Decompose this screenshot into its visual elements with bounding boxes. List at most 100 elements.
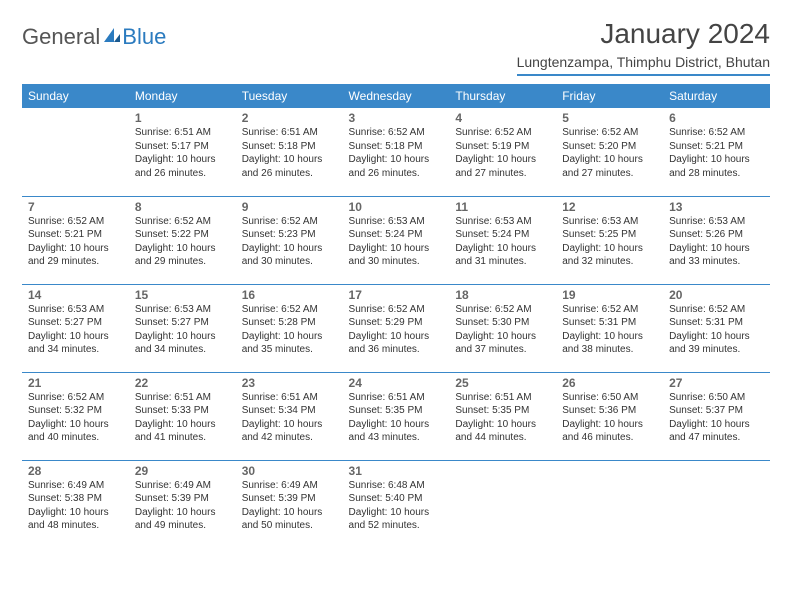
daylight: Daylight: 10 hours and 26 minutes.: [349, 153, 444, 180]
daylight: Daylight: 10 hours and 41 minutes.: [135, 418, 230, 445]
daylight: Daylight: 10 hours and 37 minutes.: [455, 330, 550, 357]
day-header-row: SundayMondayTuesdayWednesdayThursdayFrid…: [22, 84, 770, 108]
day-cell: [22, 108, 129, 196]
day-cell: 24Sunrise: 6:51 AMSunset: 5:35 PMDayligh…: [343, 372, 450, 460]
day-number: 5: [562, 111, 657, 125]
day-info: Sunrise: 6:53 AMSunset: 5:26 PMDaylight:…: [669, 215, 764, 269]
sunset: Sunset: 5:22 PM: [135, 228, 230, 242]
day-info: Sunrise: 6:50 AMSunset: 5:36 PMDaylight:…: [562, 391, 657, 445]
week-row: 14Sunrise: 6:53 AMSunset: 5:27 PMDayligh…: [22, 284, 770, 372]
sunset: Sunset: 5:31 PM: [562, 316, 657, 330]
day-number: 30: [242, 464, 337, 478]
daylight: Daylight: 10 hours and 30 minutes.: [349, 242, 444, 269]
daylight: Daylight: 10 hours and 36 minutes.: [349, 330, 444, 357]
day-header: Sunday: [22, 84, 129, 108]
week-row: 21Sunrise: 6:52 AMSunset: 5:32 PMDayligh…: [22, 372, 770, 460]
day-number: 27: [669, 376, 764, 390]
daylight: Daylight: 10 hours and 27 minutes.: [562, 153, 657, 180]
sunset: Sunset: 5:36 PM: [562, 404, 657, 418]
sunrise: Sunrise: 6:51 AM: [242, 126, 337, 140]
sunset: Sunset: 5:26 PM: [669, 228, 764, 242]
sunset: Sunset: 5:19 PM: [455, 140, 550, 154]
day-info: Sunrise: 6:49 AMSunset: 5:39 PMDaylight:…: [135, 479, 230, 533]
daylight: Daylight: 10 hours and 43 minutes.: [349, 418, 444, 445]
day-number: 15: [135, 288, 230, 302]
daylight: Daylight: 10 hours and 34 minutes.: [135, 330, 230, 357]
sunrise: Sunrise: 6:50 AM: [669, 391, 764, 405]
sunrise: Sunrise: 6:53 AM: [562, 215, 657, 229]
sunrise: Sunrise: 6:49 AM: [242, 479, 337, 493]
sunset: Sunset: 5:23 PM: [242, 228, 337, 242]
day-info: Sunrise: 6:53 AMSunset: 5:24 PMDaylight:…: [349, 215, 444, 269]
day-cell: 22Sunrise: 6:51 AMSunset: 5:33 PMDayligh…: [129, 372, 236, 460]
sunset: Sunset: 5:24 PM: [349, 228, 444, 242]
day-info: Sunrise: 6:52 AMSunset: 5:31 PMDaylight:…: [562, 303, 657, 357]
sunrise: Sunrise: 6:49 AM: [135, 479, 230, 493]
sunset: Sunset: 5:29 PM: [349, 316, 444, 330]
day-number: 12: [562, 200, 657, 214]
sunset: Sunset: 5:20 PM: [562, 140, 657, 154]
day-info: Sunrise: 6:50 AMSunset: 5:37 PMDaylight:…: [669, 391, 764, 445]
day-cell: 27Sunrise: 6:50 AMSunset: 5:37 PMDayligh…: [663, 372, 770, 460]
day-number: 3: [349, 111, 444, 125]
brand-part1: General: [22, 24, 100, 50]
day-info: Sunrise: 6:51 AMSunset: 5:35 PMDaylight:…: [455, 391, 550, 445]
sunset: Sunset: 5:28 PM: [242, 316, 337, 330]
day-info: Sunrise: 6:51 AMSunset: 5:17 PMDaylight:…: [135, 126, 230, 180]
daylight: Daylight: 10 hours and 48 minutes.: [28, 506, 123, 533]
sunrise: Sunrise: 6:51 AM: [242, 391, 337, 405]
day-cell: 12Sunrise: 6:53 AMSunset: 5:25 PMDayligh…: [556, 196, 663, 284]
daylight: Daylight: 10 hours and 26 minutes.: [135, 153, 230, 180]
day-cell: 29Sunrise: 6:49 AMSunset: 5:39 PMDayligh…: [129, 460, 236, 548]
sunset: Sunset: 5:18 PM: [349, 140, 444, 154]
day-cell: 30Sunrise: 6:49 AMSunset: 5:39 PMDayligh…: [236, 460, 343, 548]
daylight: Daylight: 10 hours and 32 minutes.: [562, 242, 657, 269]
day-cell: 10Sunrise: 6:53 AMSunset: 5:24 PMDayligh…: [343, 196, 450, 284]
daylight: Daylight: 10 hours and 34 minutes.: [28, 330, 123, 357]
sunset: Sunset: 5:18 PM: [242, 140, 337, 154]
day-info: Sunrise: 6:52 AMSunset: 5:31 PMDaylight:…: [669, 303, 764, 357]
day-cell: 5Sunrise: 6:52 AMSunset: 5:20 PMDaylight…: [556, 108, 663, 196]
sunrise: Sunrise: 6:52 AM: [242, 303, 337, 317]
day-info: Sunrise: 6:52 AMSunset: 5:21 PMDaylight:…: [669, 126, 764, 180]
day-header: Saturday: [663, 84, 770, 108]
daylight: Daylight: 10 hours and 29 minutes.: [28, 242, 123, 269]
sunrise: Sunrise: 6:52 AM: [242, 215, 337, 229]
day-cell: 8Sunrise: 6:52 AMSunset: 5:22 PMDaylight…: [129, 196, 236, 284]
day-cell: 19Sunrise: 6:52 AMSunset: 5:31 PMDayligh…: [556, 284, 663, 372]
sunrise: Sunrise: 6:48 AM: [349, 479, 444, 493]
day-cell: 13Sunrise: 6:53 AMSunset: 5:26 PMDayligh…: [663, 196, 770, 284]
sunrise: Sunrise: 6:53 AM: [28, 303, 123, 317]
day-info: Sunrise: 6:52 AMSunset: 5:18 PMDaylight:…: [349, 126, 444, 180]
sunrise: Sunrise: 6:52 AM: [349, 126, 444, 140]
sunrise: Sunrise: 6:52 AM: [455, 303, 550, 317]
brand-logo: General Blue: [22, 18, 166, 50]
day-info: Sunrise: 6:52 AMSunset: 5:21 PMDaylight:…: [28, 215, 123, 269]
daylight: Daylight: 10 hours and 52 minutes.: [349, 506, 444, 533]
day-info: Sunrise: 6:52 AMSunset: 5:20 PMDaylight:…: [562, 126, 657, 180]
sunrise: Sunrise: 6:53 AM: [349, 215, 444, 229]
day-cell: 3Sunrise: 6:52 AMSunset: 5:18 PMDaylight…: [343, 108, 450, 196]
sunset: Sunset: 5:24 PM: [455, 228, 550, 242]
day-cell: 21Sunrise: 6:52 AMSunset: 5:32 PMDayligh…: [22, 372, 129, 460]
sunset: Sunset: 5:35 PM: [455, 404, 550, 418]
day-number: 20: [669, 288, 764, 302]
daylight: Daylight: 10 hours and 28 minutes.: [669, 153, 764, 180]
week-row: 28Sunrise: 6:49 AMSunset: 5:38 PMDayligh…: [22, 460, 770, 548]
daylight: Daylight: 10 hours and 26 minutes.: [242, 153, 337, 180]
day-cell: 6Sunrise: 6:52 AMSunset: 5:21 PMDaylight…: [663, 108, 770, 196]
day-number: 17: [349, 288, 444, 302]
day-info: Sunrise: 6:51 AMSunset: 5:33 PMDaylight:…: [135, 391, 230, 445]
sunrise: Sunrise: 6:52 AM: [349, 303, 444, 317]
location: Lungtenzampa, Thimphu District, Bhutan: [517, 54, 770, 76]
day-info: Sunrise: 6:52 AMSunset: 5:30 PMDaylight:…: [455, 303, 550, 357]
day-number: 7: [28, 200, 123, 214]
day-info: Sunrise: 6:52 AMSunset: 5:29 PMDaylight:…: [349, 303, 444, 357]
calendar-table: SundayMondayTuesdayWednesdayThursdayFrid…: [22, 84, 770, 548]
brand-sail-icon: [102, 26, 122, 49]
sunset: Sunset: 5:30 PM: [455, 316, 550, 330]
sunrise: Sunrise: 6:53 AM: [669, 215, 764, 229]
week-row: 7Sunrise: 6:52 AMSunset: 5:21 PMDaylight…: [22, 196, 770, 284]
daylight: Daylight: 10 hours and 27 minutes.: [455, 153, 550, 180]
day-number: 14: [28, 288, 123, 302]
